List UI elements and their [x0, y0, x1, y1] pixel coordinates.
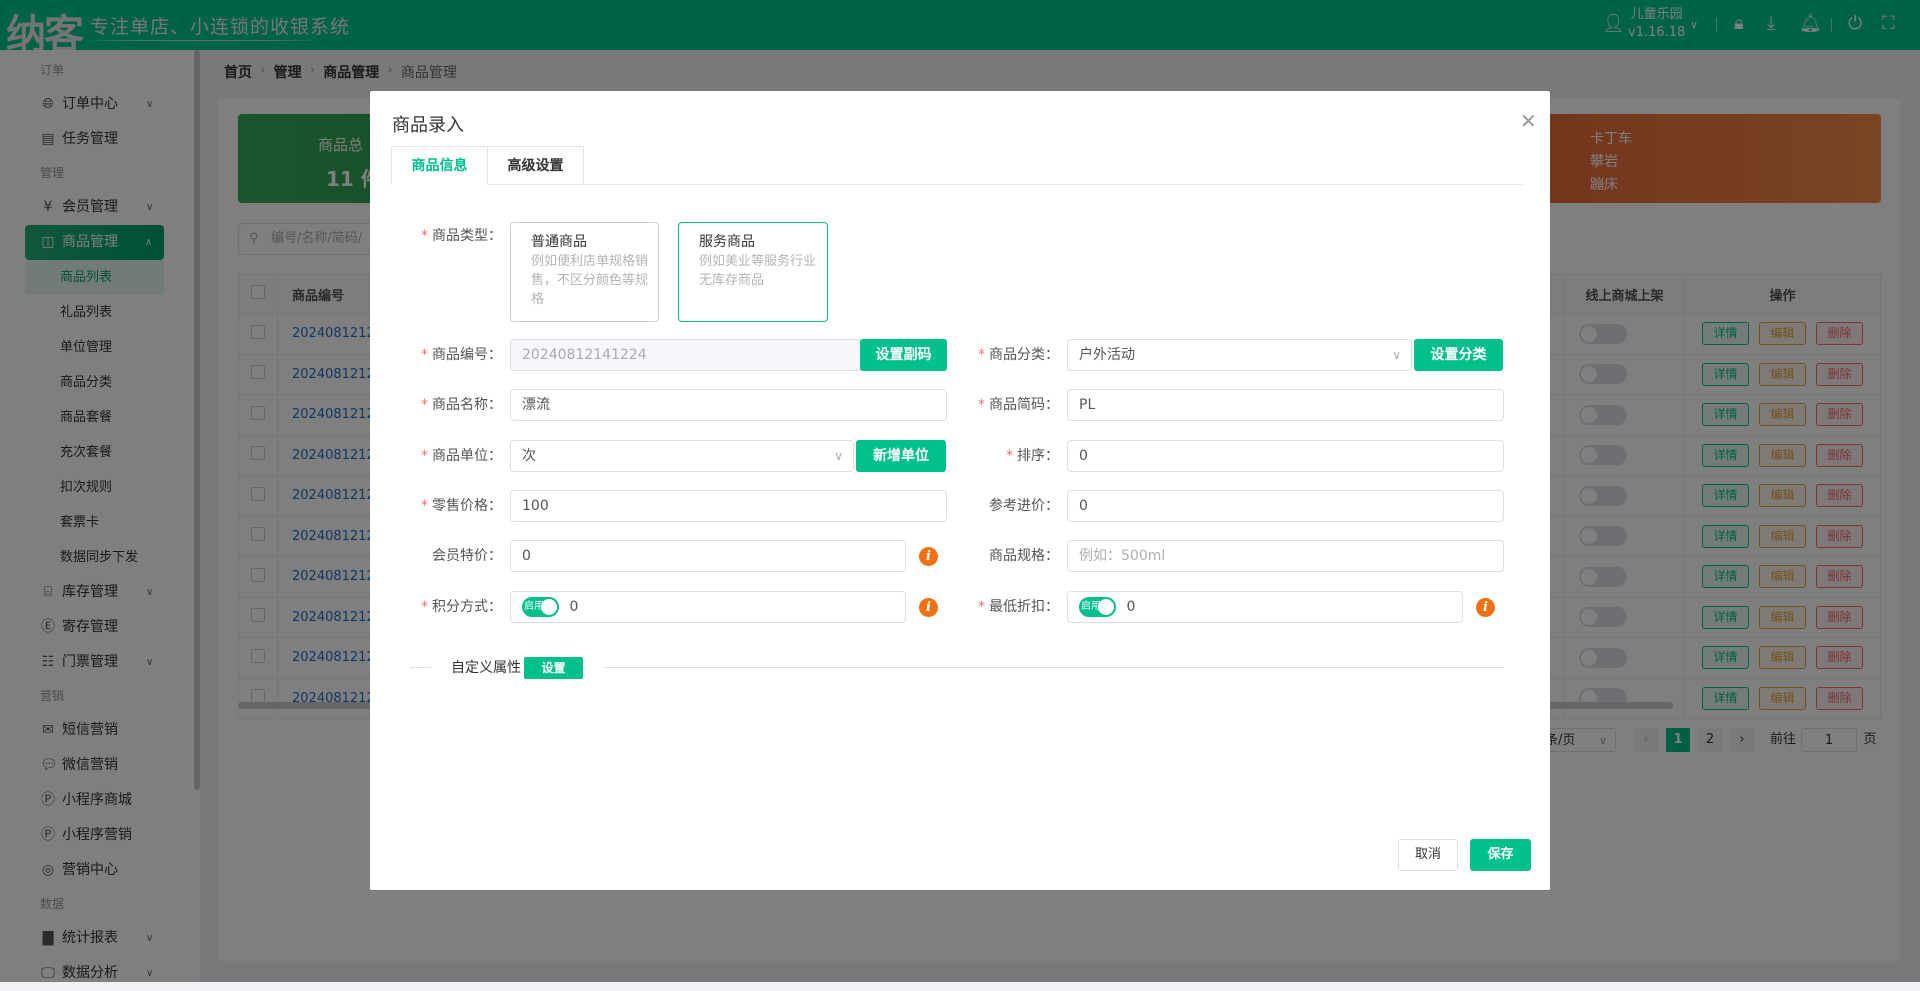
divider [410, 667, 431, 668]
unit-label: * 商品单位： [421, 448, 502, 464]
info-icon[interactable]: i [919, 598, 938, 617]
cancel-button[interactable]: 取消 [1398, 839, 1458, 871]
type-card-normal[interactable]: 普通商品 例如便利店单规格销售，不区分颜色等规格 [510, 222, 659, 322]
short-code-input[interactable]: PL [1067, 389, 1504, 421]
info-icon[interactable]: i [1476, 598, 1495, 617]
sort-input[interactable]: 0 [1067, 440, 1504, 472]
close-icon[interactable]: ✕ [1520, 109, 1537, 133]
product-entry-dialog: 商品录入 ✕ 商品信息 高级设置 * 商品类型： 普通商品 例如便利店单规格销售，… [370, 91, 1550, 890]
member-price-label: 会员特价： [432, 548, 502, 564]
chevron-down-icon: ∨ [1392, 348, 1401, 362]
code-input[interactable]: 20240812141224 [510, 339, 862, 371]
unit-select[interactable]: 次 ∨ [510, 440, 854, 472]
points-value: 0 [569, 599, 579, 615]
short-code-label: * 商品简码： [978, 397, 1059, 413]
set-category-button[interactable]: 设置分类 [1414, 339, 1503, 371]
discount-value: 0 [1126, 599, 1136, 615]
type-desc: 例如美业等服务行业无库存商品 [699, 254, 817, 288]
points-label: * 积分方式： [421, 599, 502, 615]
type-label: * 商品类型： [421, 228, 502, 244]
sort-label: * 排序： [1006, 448, 1059, 464]
custom-attr-label: 自定义属性 [451, 660, 521, 676]
name-input[interactable]: 漂流 [510, 389, 947, 421]
type-title: 普通商品 [531, 234, 587, 250]
discount-input[interactable]: 启用 0 [1067, 591, 1463, 623]
discount-label: * 最低折扣： [978, 599, 1059, 615]
points-toggle[interactable]: 启用 [522, 597, 559, 617]
price-label: * 零售价格： [421, 498, 502, 514]
points-input[interactable]: 启用 0 [510, 591, 906, 623]
tab-advanced-settings[interactable]: 高级设置 [487, 146, 584, 185]
member-price-input[interactable]: 0 [510, 540, 906, 572]
divider [604, 667, 1504, 668]
discount-toggle[interactable]: 启用 [1079, 597, 1116, 617]
save-button[interactable]: 保存 [1470, 839, 1531, 871]
price-input[interactable]: 100 [510, 490, 947, 522]
code-label: * 商品编号： [421, 347, 502, 363]
type-desc: 例如便利店单规格销售，不区分颜色等规格 [531, 254, 649, 307]
unit-value: 次 [522, 448, 536, 464]
spec-label: 商品规格： [989, 548, 1059, 564]
name-label: * 商品名称： [421, 397, 502, 413]
spec-input[interactable]: 例如：500ml [1067, 540, 1504, 572]
cost-label: 参考进价： [989, 498, 1059, 514]
tab-bar: 商品信息 高级设置 [391, 146, 1523, 185]
type-card-service[interactable]: 服务商品 例如美业等服务行业无库存商品 [678, 222, 828, 322]
category-label: * 商品分类： [978, 347, 1059, 363]
set-subcode-button[interactable]: 设置副码 [860, 339, 947, 371]
chevron-down-icon: ∨ [834, 449, 843, 463]
category-value: 户外活动 [1079, 347, 1135, 363]
tab-product-info[interactable]: 商品信息 [391, 146, 488, 185]
info-icon[interactable]: i [919, 547, 938, 566]
cost-input[interactable]: 0 [1067, 490, 1504, 522]
add-unit-button[interactable]: 新增单位 [856, 440, 946, 472]
type-title: 服务商品 [699, 234, 755, 250]
custom-attr-set-button[interactable]: 设置 [524, 657, 583, 679]
dialog-title: 商品录入 [392, 115, 464, 136]
category-select[interactable]: 户外活动 ∨ [1067, 339, 1412, 371]
